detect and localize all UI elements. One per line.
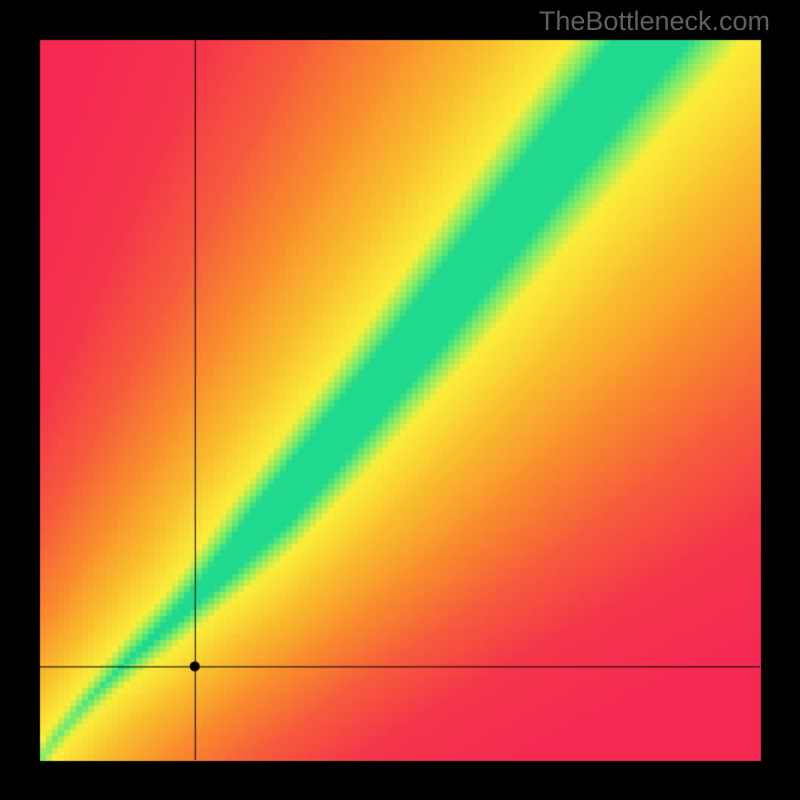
chart-container: TheBottleneck.com <box>0 0 800 800</box>
bottleneck-heatmap <box>0 0 800 800</box>
